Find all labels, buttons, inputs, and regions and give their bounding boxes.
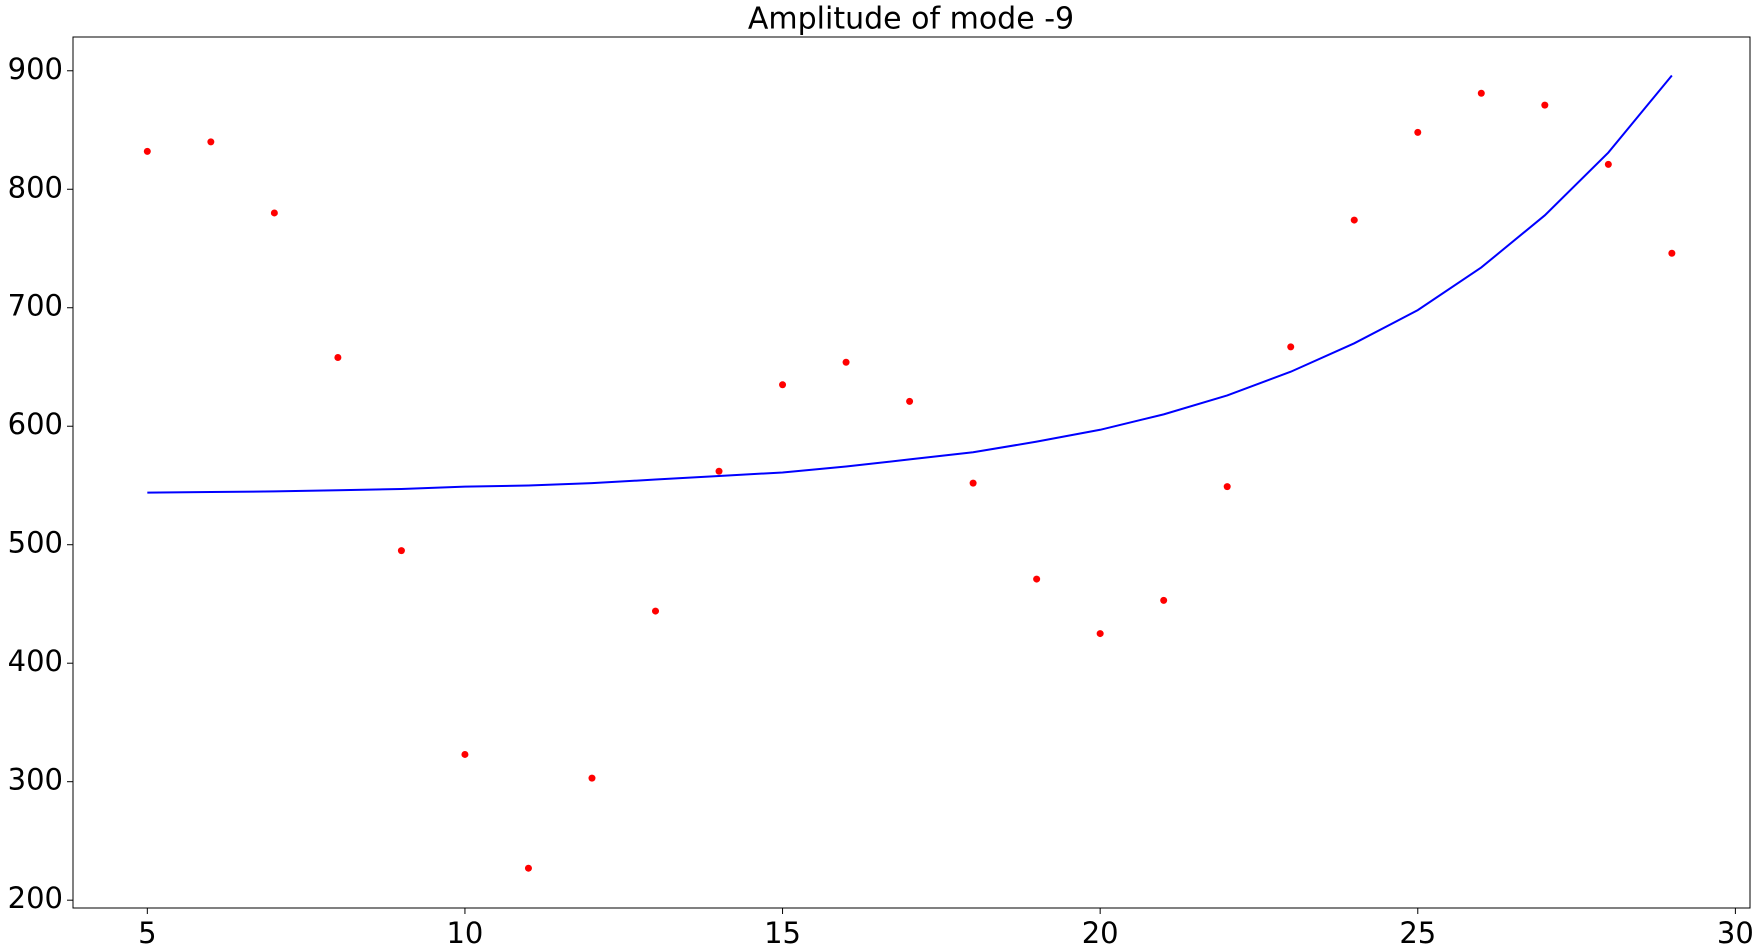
- data-point: [1668, 249, 1676, 257]
- data-point: [715, 467, 723, 475]
- data-point: [652, 607, 660, 615]
- x-tick-label: 20: [1082, 916, 1119, 949]
- x-tick-label: 10: [446, 916, 483, 949]
- data-point: [588, 774, 596, 782]
- plot-frame: [72, 36, 1751, 909]
- fit-line: [147, 74, 1673, 494]
- y-tick-label: 600: [8, 407, 63, 441]
- data-point: [1541, 101, 1549, 109]
- data-point: [842, 358, 850, 366]
- y-tick-label: 400: [8, 644, 63, 678]
- data-point: [334, 354, 342, 362]
- x-tick-label: 5: [138, 916, 156, 949]
- data-point: [270, 209, 278, 217]
- data-point: [524, 864, 532, 872]
- data-point: [1096, 630, 1104, 638]
- data-point: [397, 547, 405, 555]
- data-point: [143, 147, 151, 155]
- data-point: [207, 138, 215, 146]
- y-tick-label: 900: [8, 52, 63, 86]
- data-point: [1160, 596, 1168, 604]
- y-tick-label: 300: [8, 763, 63, 797]
- data-point: [1350, 216, 1358, 224]
- x-tick-label: 15: [764, 916, 801, 949]
- x-tick-label: 30: [1717, 916, 1754, 949]
- data-point: [969, 479, 977, 487]
- x-tick-label: 25: [1399, 916, 1436, 949]
- y-tick-label: 200: [8, 881, 63, 915]
- y-tick-label: 700: [8, 289, 63, 323]
- data-point: [906, 397, 914, 405]
- data-point: [1414, 128, 1422, 136]
- data-point: [1477, 89, 1485, 97]
- data-point: [1223, 483, 1231, 491]
- data-point: [779, 381, 787, 389]
- chart-title: Amplitude of mode -9: [748, 2, 1074, 37]
- data-point: [1287, 343, 1295, 351]
- data-point: [461, 750, 469, 758]
- y-tick-label: 800: [8, 170, 63, 204]
- data-point: [1033, 575, 1041, 583]
- y-tick-label: 500: [8, 526, 63, 560]
- data-point: [1604, 160, 1612, 168]
